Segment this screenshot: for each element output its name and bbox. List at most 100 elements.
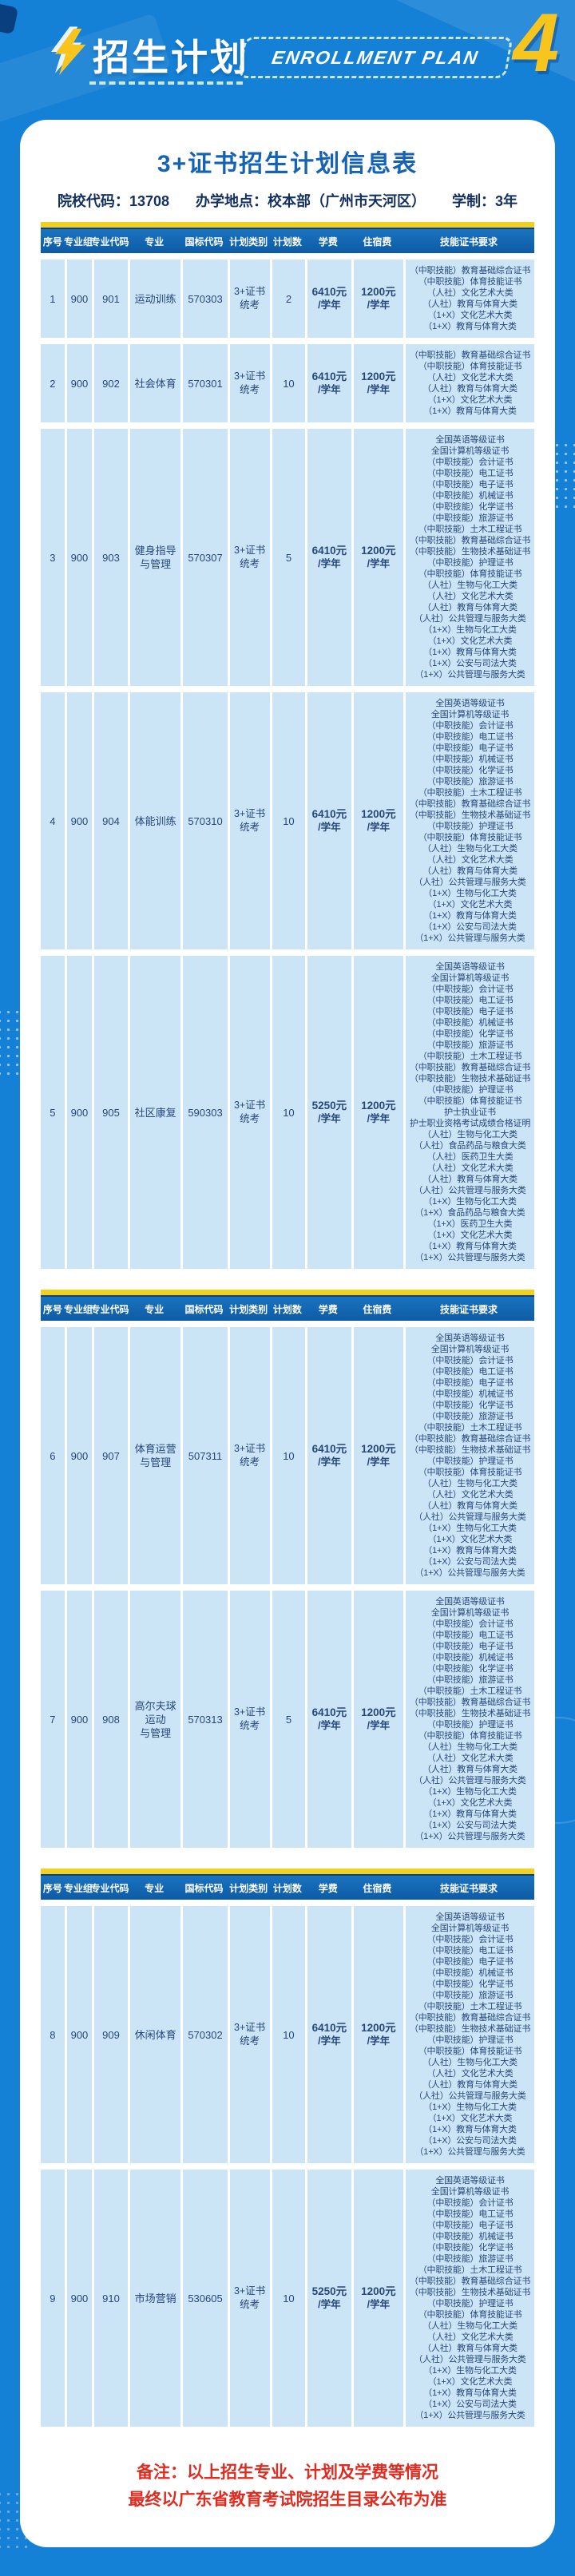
table-section: 序号 专业组 专业代码 专业 国标代码 计划类别 计划数 学费 住宿费 技能证书要求 1 900 90… (41, 222, 534, 1269)
table-top-bar (41, 1290, 534, 1295)
tuition-cell: 6410元/学年 (305, 344, 351, 422)
school-code: 院校代码：13708 (58, 193, 169, 209)
seq-cell: 1 (50, 292, 56, 305)
plan-count-cell: 2 (269, 260, 305, 338)
seq-cell: 2 (50, 377, 56, 390)
major-name-cell: 健身指导 与管理 (127, 429, 181, 686)
table-header-row: 序号 专业组 专业代码 专业 国标代码 计划类别 计划数 学费 住宿费 技能证书要求 (41, 1295, 534, 1321)
school-info-line: 院校代码：13708 办学地点：校本部（广州市天河区） 学制：3年 (41, 190, 534, 211)
column-header: 专业组 (63, 1303, 93, 1315)
column-header: 专业代码 (90, 236, 129, 248)
accommodation-cell: 1200元/学年 (351, 956, 404, 1269)
plan-count-cell: 10 (269, 344, 305, 422)
table-top-bar (41, 222, 534, 228)
seq-cell: 6 (50, 1449, 56, 1462)
plan-count-cell: 5 (269, 429, 305, 686)
major-code-cell: 901 (92, 260, 127, 338)
footnote-line-2: 最终以广东省教育考试院招生目录公布为准 (128, 2491, 447, 2509)
tuition-cell: 6410元/学年 (305, 1327, 351, 1584)
major-code-cell: 905 (92, 956, 127, 1269)
certificates-cell: 全国英语等级证书 全国计算机等级证书 （中职技能）会计证书 （中职技能）电工证书 （中职… (403, 1591, 534, 1848)
national-code-cell: 507311 (180, 1327, 227, 1584)
plan-type-cell: 3+证书 统考 (227, 956, 270, 1269)
dashed-underline (89, 81, 243, 85)
table-body: 6 900 907 体育运营 与管理 507311 3+证书 统考 10 6410元/学年 1200… (41, 1327, 534, 1848)
major-code-cell: 903 (92, 429, 127, 686)
plan-count-cell: 10 (269, 1327, 305, 1584)
column-header: 学费 (318, 236, 338, 248)
tuition-cell: 6410元/学年 (305, 1906, 351, 2163)
table-row: 3 900 903 健身指导 与管理 570307 3+证书 统考 5 6410元/学年 1200元… (41, 429, 534, 686)
campus-location: 办学地点：校本部（广州市天河区） (196, 193, 426, 209)
certificates-cell: 全国英语等级证书 全国计算机等级证书 （中职技能）会计证书 （中职技能）电工证书 （中职… (403, 692, 534, 949)
campus-location-label: 办学地点： (196, 193, 268, 209)
column-header: 专业 (145, 1303, 165, 1315)
tuition-cell: 6410元/学年 (305, 429, 351, 686)
major-group-cell: 900 (64, 1906, 93, 2163)
column-header: 技能证书要求 (440, 1303, 498, 1315)
column-header: 住宿费 (363, 236, 392, 248)
major-code-cell: 902 (92, 344, 127, 422)
major-code-cell: 904 (92, 692, 127, 949)
column-header: 计划类别 (229, 1303, 268, 1315)
column-header: 技能证书要求 (440, 236, 498, 248)
certificates-cell: 全国英语等级证书 全国计算机等级证书 （中职技能）会计证书 （中职技能）电工证书 （中职… (403, 956, 534, 1269)
footnote-line-1: 备注：以上招生专业、计划及学费等情况 (137, 2463, 438, 2482)
table-header-row: 序号 专业组 专业代码 专业 国标代码 计划类别 计划数 学费 住宿费 技能证书要求 (41, 228, 534, 253)
seq-cell: 5 (50, 1106, 56, 1119)
accommodation-cell: 1200元/学年 (351, 344, 404, 422)
national-code-cell: 570303 (180, 260, 227, 338)
certificates-cell: 全国英语等级证书 全国计算机等级证书 （中职技能）会计证书 （中职技能）电工证书 （中职… (403, 1906, 534, 2163)
column-header: 住宿费 (363, 1303, 392, 1315)
enrollment-plan-badge: ENROLLMENT PLAN (237, 37, 514, 78)
plan-count-cell: 10 (269, 956, 305, 1269)
column-header: 专业代码 (90, 1303, 129, 1315)
column-header: 序号 (42, 1882, 62, 1894)
plan-type-cell: 3+证书 统考 (227, 692, 270, 949)
plan-type-cell: 3+证书 统考 (227, 429, 270, 686)
column-header: 学费 (318, 1882, 338, 1894)
table-row: 1 900 901 运动训练 570303 3+证书 统考 2 6410元/学年 1200元/学年… (41, 260, 534, 338)
plan-count-cell: 10 (269, 2170, 305, 2427)
major-name-cell: 社会体育 (127, 344, 181, 422)
column-header: 序号 (42, 236, 62, 248)
table-row: 7 900 908 高尔夫球 运动 与管理 570313 3+证书 统考 5 6410元/学年 120… (41, 1591, 534, 1848)
major-group-cell: 900 (64, 692, 93, 949)
column-header: 国标代码 (184, 236, 224, 248)
major-group-cell: 900 (64, 1591, 93, 1848)
table-top-bar (41, 1869, 534, 1874)
table-section: 序号 专业组 专业代码 专业 国标代码 计划类别 计划数 学费 住宿费 技能证书要求 6 900 90… (41, 1290, 534, 1848)
major-code-cell: 909 (92, 1906, 127, 2163)
major-name-cell: 休闲体育 (127, 1906, 181, 2163)
column-header: 计划数 (272, 1303, 302, 1315)
page-title-cn: 招生计划 (93, 37, 249, 78)
major-name-cell: 体育运营 与管理 (127, 1327, 181, 1584)
study-duration-label: 学制： (452, 193, 496, 209)
study-duration: 学制：3年 (452, 193, 518, 209)
column-header: 专业组 (63, 236, 93, 248)
plan-type-cell: 3+证书 统考 (227, 2170, 270, 2427)
column-header: 国标代码 (184, 1303, 224, 1315)
table-row: 2 900 902 社会体育 570301 3+证书 统考 10 6410元/学年 1200元/学… (41, 344, 534, 422)
major-group-cell: 900 (64, 956, 93, 1269)
page-title-en: ENROLLMENT PLAN (270, 46, 481, 68)
plan-type-cell: 3+证书 统考 (227, 344, 270, 422)
national-code-cell: 570310 (180, 692, 227, 949)
national-code-cell: 570307 (180, 429, 227, 686)
column-header: 计划类别 (229, 236, 268, 248)
major-name-cell: 市场营销 (127, 2170, 181, 2427)
accommodation-cell: 1200元/学年 (351, 2170, 404, 2427)
seq-cell: 7 (50, 1713, 56, 1726)
card-title: 3+证书招生计划信息表 (157, 151, 418, 177)
major-group-cell: 900 (64, 344, 93, 422)
certificates-cell: （中职技能）教育基础综合证书 （中职技能）体育技能证书 （人社）文化艺术大类 （人社）… (403, 344, 534, 422)
school-code-label: 院校代码： (57, 193, 129, 209)
table-row: 6 900 907 体育运营 与管理 507311 3+证书 统考 10 6410元/学年 1200… (41, 1327, 534, 1584)
national-code-cell: 570302 (180, 1906, 227, 2163)
campus-location-value: 校本部（广州市天河区） (268, 193, 426, 209)
column-header: 国标代码 (184, 1882, 224, 1894)
certificates-cell: （中职技能）教育基础综合证书 （中职技能）体育技能证书 （人社）文化艺术大类 （人社）… (403, 260, 534, 338)
accommodation-cell: 1200元/学年 (351, 429, 404, 686)
plan-type-cell: 3+证书 统考 (227, 1906, 270, 2163)
column-header: 住宿费 (363, 1882, 392, 1894)
